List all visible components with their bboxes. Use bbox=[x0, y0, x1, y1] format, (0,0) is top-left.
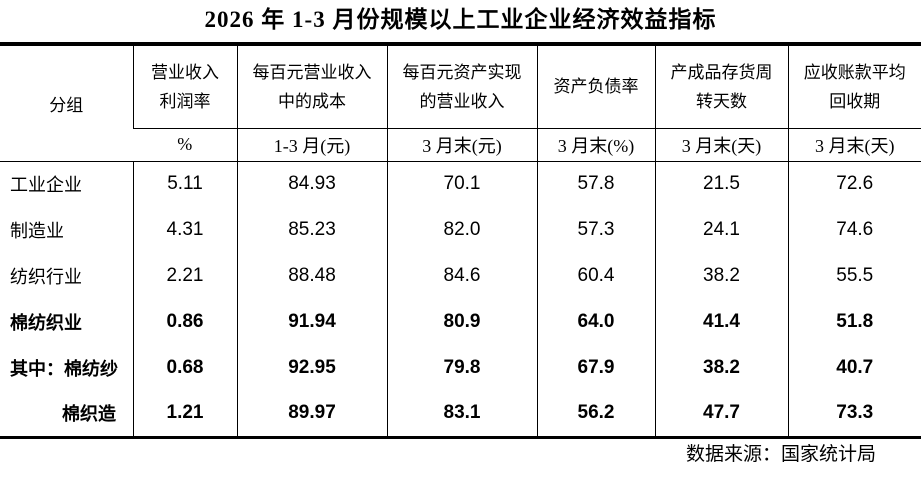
cell-value: 84.93 bbox=[236, 161, 387, 207]
table-row: 棉纺织业 0.86 91.94 80.9 64.0 41.4 51.8 bbox=[0, 299, 921, 345]
cell-value: 4.31 bbox=[132, 207, 237, 253]
column-header-line: 产成品存货周 bbox=[670, 62, 773, 82]
cell-value: 38.2 bbox=[654, 345, 788, 391]
row-label: 工业企业 bbox=[10, 175, 82, 196]
indicators-table: 分组 营业收入 利润率 每百元营业收入 中的成本 每百元资产实现 的营业收入 资… bbox=[0, 42, 921, 439]
cell-value: 89.97 bbox=[236, 391, 387, 437]
column-subheader: 3 月末(元) bbox=[386, 128, 537, 162]
cell-value: 80.9 bbox=[386, 299, 537, 345]
cell-value: 40.7 bbox=[787, 345, 921, 391]
row-label: 纺织行业 bbox=[10, 267, 82, 287]
column-subheader: 3 月末(天) bbox=[787, 128, 921, 162]
row-label: 其中：棉纺纱 bbox=[10, 359, 118, 379]
column-header-line: 营业收入 bbox=[151, 62, 219, 82]
cell-value: 84.6 bbox=[386, 253, 537, 299]
column-header-line: 转天数 bbox=[696, 91, 747, 111]
column-header-line: 回收期 bbox=[829, 91, 881, 111]
cell-value: 85.23 bbox=[236, 207, 387, 253]
header-row-main: 分组 营业收入 利润率 每百元营业收入 中的成本 每百元资产实现 的营业收入 资… bbox=[0, 44, 921, 162]
cell-value: 72.6 bbox=[787, 161, 921, 207]
column-header-line: 应收账款平均 bbox=[803, 62, 906, 82]
column-subheader: 3 月末(%) bbox=[536, 128, 655, 162]
cell-value: 92.95 bbox=[236, 345, 387, 391]
column-header-line: 每百元营业收入 bbox=[252, 62, 372, 82]
group-column-header: 分组 bbox=[0, 44, 133, 162]
column-header-debt-ratio: 资产负债率 bbox=[536, 44, 655, 129]
column-header-profit-margin: 营业收入 利润率 bbox=[132, 44, 237, 129]
column-subheader: 3 月末(天) bbox=[654, 128, 788, 162]
row-label: 棉纺织业 bbox=[10, 313, 82, 333]
cell-value: 91.94 bbox=[236, 299, 387, 345]
cell-value: 83.1 bbox=[386, 391, 537, 437]
table-row: 制造业 4.31 85.23 82.0 57.3 24.1 74.6 bbox=[0, 207, 921, 253]
cell-value: 67.9 bbox=[536, 345, 655, 391]
cell-value: 21.5 bbox=[654, 161, 788, 207]
cell-value: 51.8 bbox=[787, 299, 921, 345]
cell-value: 0.68 bbox=[132, 345, 237, 391]
cell-value: 38.2 bbox=[654, 253, 788, 299]
cell-value: 57.3 bbox=[536, 207, 655, 253]
column-header-revenue-per-100-assets: 每百元资产实现 的营业收入 bbox=[386, 44, 537, 129]
table-row: 其中：棉纺纱 0.68 92.95 79.8 67.9 38.2 40.7 bbox=[0, 345, 921, 391]
column-header-line: 每百元资产实现 bbox=[402, 62, 522, 82]
cell-value: 73.3 bbox=[787, 391, 921, 437]
column-header-receivables-collection-period: 应收账款平均 回收期 bbox=[787, 44, 921, 129]
cell-value: 24.1 bbox=[654, 207, 788, 253]
cell-value: 1.21 bbox=[132, 391, 237, 437]
cell-value: 55.5 bbox=[787, 253, 921, 299]
cell-value: 70.1 bbox=[386, 161, 537, 207]
cell-value: 57.8 bbox=[536, 161, 655, 207]
table-row: 纺织行业 2.21 88.48 84.6 60.4 38.2 55.5 bbox=[0, 253, 921, 299]
cell-value: 82.0 bbox=[386, 207, 537, 253]
report-title: 2026 年 1-3 月份规模以上工业企业经济效益指标 bbox=[204, 7, 717, 32]
cell-value: 56.2 bbox=[536, 391, 655, 437]
row-label: 棉织造 bbox=[62, 404, 116, 425]
column-header-line: 利润率 bbox=[159, 91, 211, 111]
table-row: 工业企业 5.11 84.93 70.1 57.8 21.5 72.6 bbox=[0, 161, 921, 207]
cell-value: 60.4 bbox=[536, 253, 655, 299]
cell-value: 5.11 bbox=[132, 161, 237, 207]
cell-value: 79.8 bbox=[386, 345, 537, 391]
column-header-inventory-turnover-days: 产成品存货周 转天数 bbox=[654, 44, 788, 129]
table-row: 棉织造 1.21 89.97 83.1 56.2 47.7 73.3 bbox=[0, 391, 921, 437]
cell-value: 64.0 bbox=[536, 299, 655, 345]
column-header-line: 的营业收入 bbox=[419, 91, 505, 111]
cell-value: 0.86 bbox=[132, 299, 237, 345]
row-label: 制造业 bbox=[10, 221, 64, 241]
header-row-period: % 1-3 月(元) 3 月末(元) 3 月末(%) 3 月末(天) 3 月末(… bbox=[0, 128, 921, 162]
column-subheader: % bbox=[133, 128, 237, 162]
cell-value: 74.6 bbox=[787, 207, 921, 253]
cell-value: 47.7 bbox=[654, 391, 788, 437]
cell-value: 88.48 bbox=[236, 253, 387, 299]
column-header-line: 资产负债率 bbox=[553, 77, 639, 97]
column-header-line: 中的成本 bbox=[278, 91, 346, 111]
data-source-note: 数据来源：国家统计局 bbox=[685, 443, 876, 465]
column-subheader: 1-3 月(元) bbox=[236, 128, 387, 162]
cell-value: 2.21 bbox=[132, 253, 237, 299]
column-header-cost-per-100: 每百元营业收入 中的成本 bbox=[236, 44, 387, 129]
cell-value: 41.4 bbox=[654, 299, 788, 345]
